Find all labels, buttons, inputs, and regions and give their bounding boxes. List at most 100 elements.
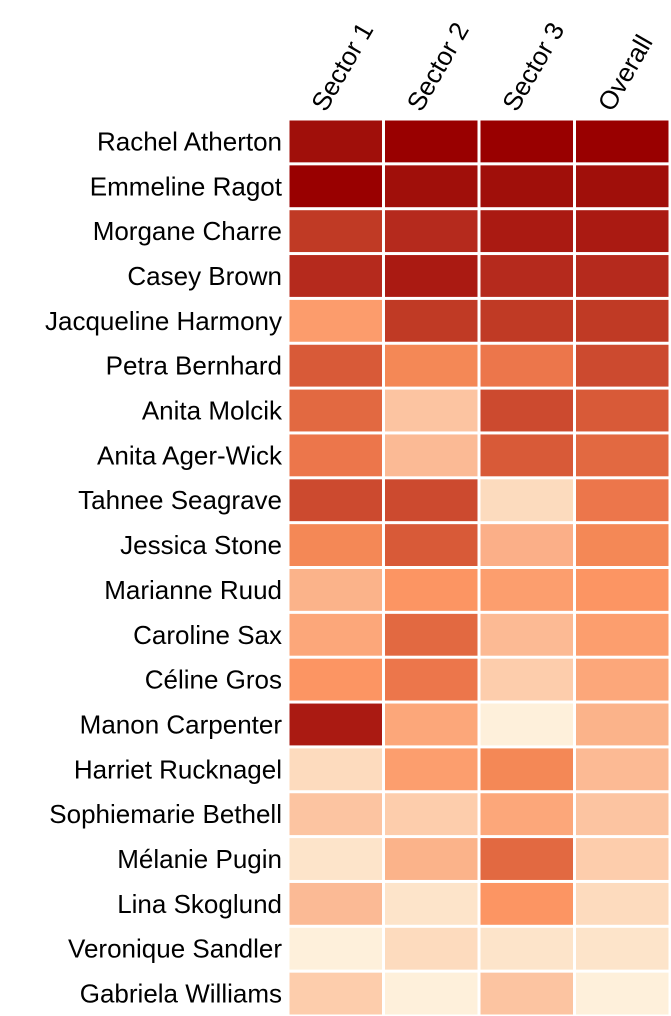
heatmap-cell — [576, 972, 669, 1015]
heatmap-cell — [480, 344, 573, 387]
heatmap-cell — [385, 703, 478, 746]
row-label: Jessica Stone — [120, 530, 282, 560]
heatmap-cell — [289, 882, 382, 925]
heatmap-cell — [385, 165, 478, 208]
heatmap-cell — [576, 927, 669, 970]
heatmap-cell — [480, 210, 573, 253]
heatmap-cell — [289, 703, 382, 746]
heatmap-cell — [480, 479, 573, 522]
heatmap-cell — [576, 793, 669, 836]
heatmap-cell — [576, 613, 669, 656]
heatmap-cell — [385, 255, 478, 297]
heatmap-cell — [289, 479, 382, 522]
heatmap-cell — [385, 389, 478, 432]
heatmap-cell — [576, 344, 669, 387]
heatmap-cell — [289, 434, 382, 477]
heatmap-cell — [385, 613, 478, 656]
row-label: Caroline Sax — [133, 620, 282, 650]
heatmap-cell — [289, 255, 382, 297]
column-label: Overall — [591, 30, 658, 116]
row-label: Marianne Ruud — [104, 575, 282, 605]
heatmap-cell — [385, 838, 478, 880]
heatmap-cell — [576, 658, 669, 701]
row-label: Sophiemarie Bethell — [49, 799, 282, 829]
heatmap-cell — [385, 658, 478, 701]
row-label: Emmeline Ragot — [90, 171, 283, 201]
row-label: Gabriela Williams — [80, 979, 282, 1009]
row-label: Lina Skoglund — [117, 889, 282, 919]
heatmap-cell — [480, 703, 573, 746]
row-label: Jacqueline Harmony — [45, 306, 282, 336]
heatmap-cell — [385, 299, 478, 342]
heatmap-cell — [480, 613, 573, 656]
heatmap-cell — [576, 434, 669, 477]
row-label: Mélanie Pugin — [117, 844, 282, 874]
column-label: Sector 2 — [400, 17, 474, 116]
row-label: Petra Bernhard — [106, 351, 282, 381]
row-label: Anita Ager-Wick — [97, 440, 283, 470]
heatmap-cell — [576, 210, 669, 253]
heatmap-cell — [385, 524, 478, 566]
heatmap-cell — [289, 524, 382, 566]
column-label: Sector 3 — [496, 17, 570, 116]
heatmap-cell — [385, 748, 478, 791]
heatmap-cell — [576, 882, 669, 925]
heatmap-cell — [480, 434, 573, 477]
heatmap-cell — [480, 120, 573, 163]
heatmap-cell — [385, 793, 478, 836]
heatmap-cell — [576, 479, 669, 522]
row-label: Casey Brown — [127, 261, 282, 291]
heatmap-cell — [480, 389, 573, 432]
heatmap-cell — [289, 748, 382, 791]
heatmap-cell — [576, 703, 669, 746]
heatmap-cell — [385, 120, 478, 163]
heatmap-cell — [576, 255, 669, 297]
heatmap-cell — [385, 927, 478, 970]
row-label: Anita Molcik — [142, 396, 283, 426]
heatmap-cell — [480, 299, 573, 342]
row-label: Rachel Atherton — [97, 126, 282, 156]
heatmap-cell — [385, 344, 478, 387]
heatmap-cell — [289, 569, 382, 611]
heatmap-cell — [289, 927, 382, 970]
heatmap-cell — [289, 613, 382, 656]
heatmap-cell — [289, 165, 382, 208]
heatmap-cell — [385, 972, 478, 1015]
row-label: Céline Gros — [145, 665, 282, 695]
heatmap-cell — [385, 479, 478, 522]
heatmap-cell — [576, 389, 669, 432]
heatmap-cell — [289, 299, 382, 342]
row-label: Tahnee Seagrave — [78, 485, 282, 515]
heatmap-cell — [576, 120, 669, 163]
heatmap-cell — [289, 344, 382, 387]
heatmap-cell — [289, 120, 382, 163]
heatmap-cell — [480, 882, 573, 925]
heatmap-cell — [289, 389, 382, 432]
heatmap-cell — [480, 927, 573, 970]
heatmap-cell — [576, 165, 669, 208]
heatmap-cell — [480, 748, 573, 791]
heatmap-cell — [289, 658, 382, 701]
heatmap-cell — [289, 793, 382, 836]
heatmap-cell — [480, 793, 573, 836]
heatmap-cell — [385, 210, 478, 253]
heatmap-cell — [289, 972, 382, 1015]
heatmap-cell — [385, 569, 478, 611]
heatmap-cell — [576, 748, 669, 791]
heatmap-cell — [480, 165, 573, 208]
row-label: Morgane Charre — [93, 216, 282, 246]
heatmap-cell — [289, 210, 382, 253]
heatmap-cell — [576, 299, 669, 342]
column-label: Sector 1 — [305, 17, 379, 116]
heatmap-cell — [576, 569, 669, 611]
row-label: Harriet Rucknagel — [74, 754, 282, 784]
heatmap-cell — [480, 524, 573, 566]
heatmap-cell — [480, 972, 573, 1015]
heatmap-cell — [385, 882, 478, 925]
heatmap-cell — [480, 569, 573, 611]
heatmap-cell — [480, 838, 573, 880]
heatmap-cell — [385, 434, 478, 477]
heatmap-cell — [289, 838, 382, 880]
heatmap-cell — [480, 658, 573, 701]
